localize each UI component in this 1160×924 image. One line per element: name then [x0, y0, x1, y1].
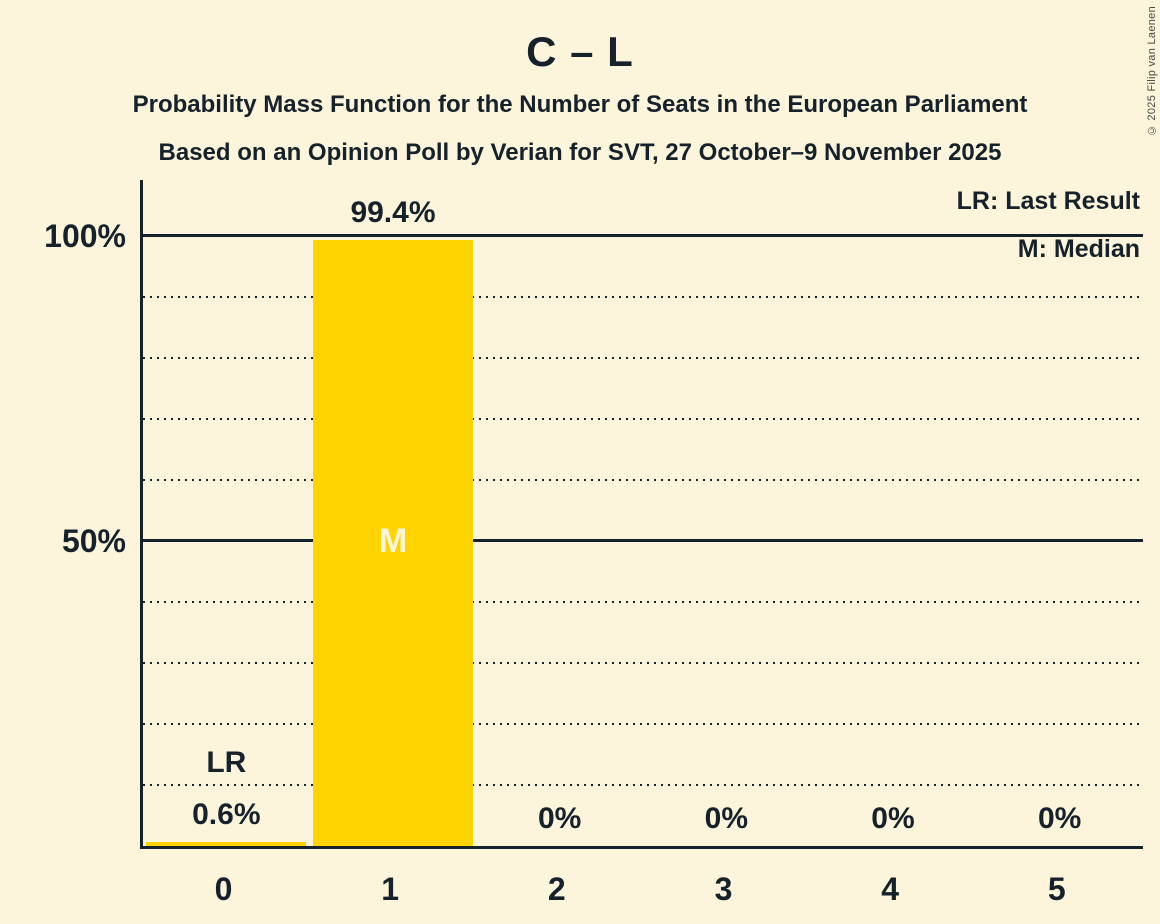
y-tick-label-100pct: 100%: [44, 217, 126, 254]
x-tick-label-1: 1: [381, 871, 400, 907]
bar-value-label-seats-1: 99.4%: [350, 195, 436, 229]
x-tick-label-3: 3: [714, 871, 733, 907]
y-tick-label-50pct: 50%: [61, 522, 126, 559]
plot-area: 0.6% 99.4% 0% 0% 0% 0% M LR: [140, 180, 1143, 849]
gridline-dotted-20pct: [143, 722, 1143, 725]
x-tick-label-0: 0: [214, 871, 233, 907]
bar-value-label-seats-2: 0%: [537, 802, 582, 835]
bar-value-label-seats-3: 0%: [704, 802, 748, 835]
x-tick-label-4: 4: [881, 871, 900, 907]
gridline-dotted-70pct: [143, 417, 1143, 420]
legend-last-result: LR: Last Result: [956, 187, 1140, 215]
gridline-dotted-10pct: [143, 783, 1143, 786]
copyright-notice: © 2025 Filip van Laenen: [1146, 6, 1158, 137]
gridline-dotted-30pct: [143, 661, 1143, 664]
last-result-marker: LR: [206, 746, 247, 780]
gridline-solid-50pct: [143, 539, 1143, 543]
x-tick-label-5: 5: [1047, 871, 1066, 907]
gridline-solid-100pct: [143, 234, 1143, 238]
chart-title: C – L: [526, 28, 634, 75]
median-marker: M: [378, 521, 408, 560]
bar-seats-0: [146, 842, 307, 846]
gridline-dotted-40pct: [143, 600, 1143, 603]
legend-median: M: Median: [1017, 235, 1140, 263]
x-tick-label-2: 2: [547, 871, 566, 907]
bar-seats-1: [313, 239, 473, 846]
gridline-dotted-90pct: [143, 295, 1143, 298]
chart-subtitle-line1: Probability Mass Function for the Number…: [132, 91, 1028, 118]
bar-value-label-seats-4: 0%: [871, 802, 915, 835]
bar-value-label-seats-5: 0%: [1037, 802, 1082, 835]
chart-subtitle-line2: Based on an Opinion Poll by Verian for S…: [158, 139, 1002, 166]
bar-value-label-seats-0: 0.6%: [192, 798, 261, 831]
gridline-dotted-80pct: [143, 356, 1143, 359]
gridline-dotted-60pct: [143, 478, 1143, 481]
